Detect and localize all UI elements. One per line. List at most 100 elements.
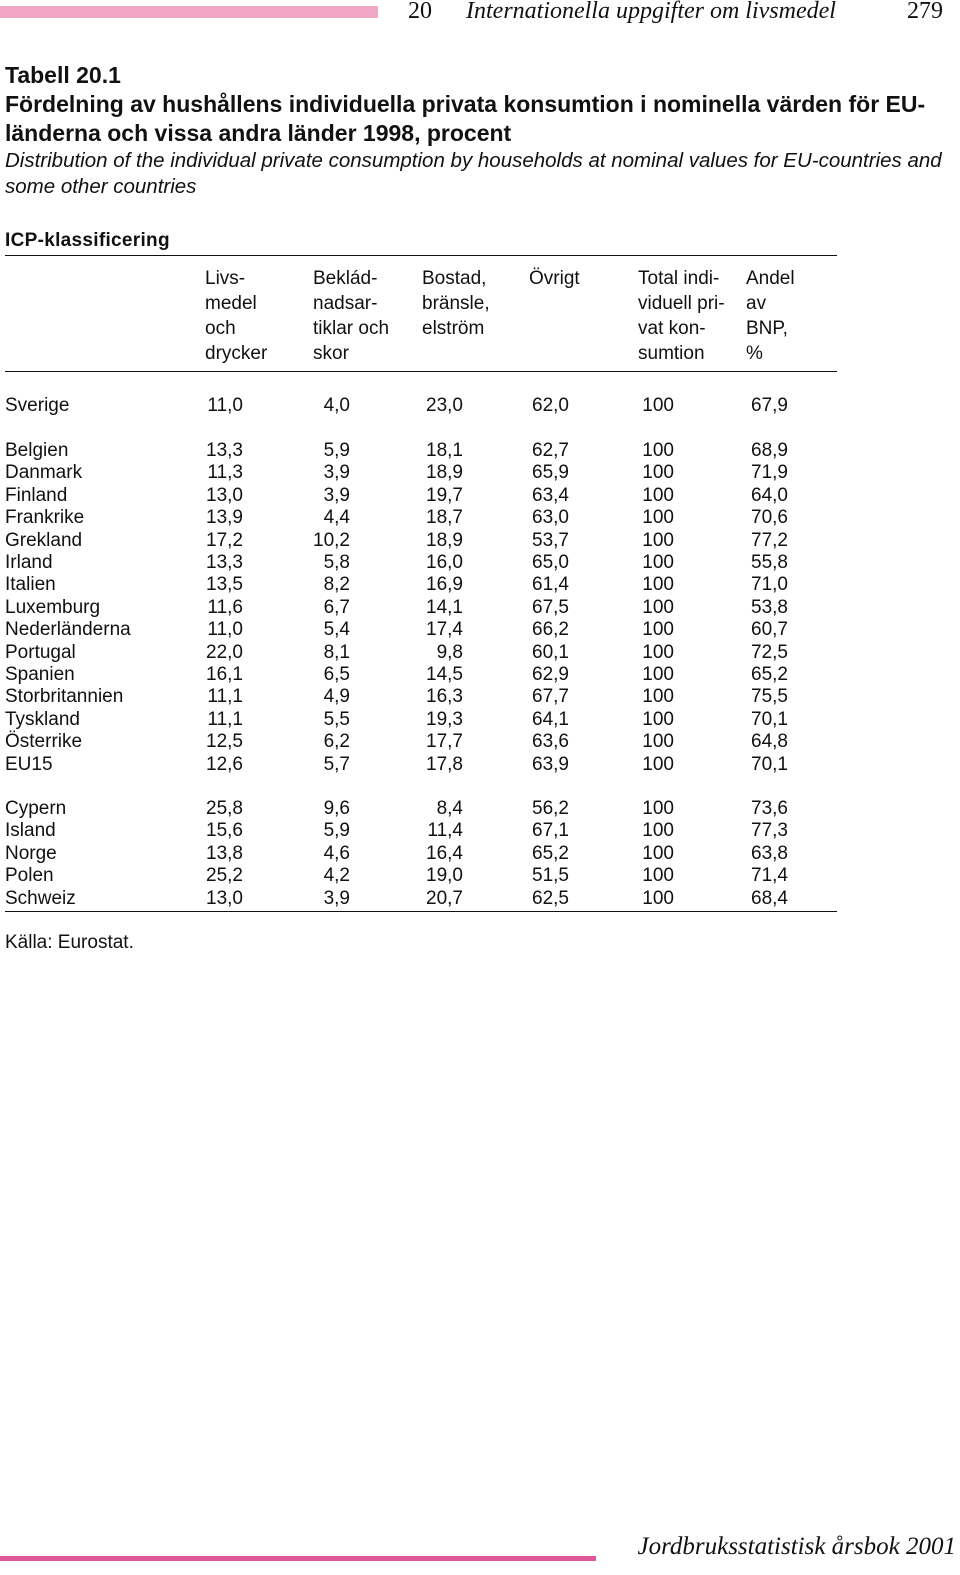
table-number: Tabell 20.1 <box>5 62 121 88</box>
table-title-block: Tabell 20.1 Fördelning av hushållens ind… <box>5 60 955 200</box>
value-cell: 65,2 <box>532 842 569 864</box>
value-cell: 65,2 <box>751 664 788 685</box>
value-cell: 25,2 <box>206 865 243 887</box>
value-cell: 16,4 <box>426 842 463 864</box>
table-row: Finland 13,0 3,9 19,7 63,4 100 64,0 <box>0 485 960 507</box>
value-cell: 100 <box>642 574 674 596</box>
value-cell: 5,7 <box>323 753 350 775</box>
value-cell: 11,1 <box>207 686 243 708</box>
value-cell: 100 <box>642 484 674 506</box>
value-cell: 100 <box>642 507 674 529</box>
value-cell: 20,7 <box>426 887 463 909</box>
country-cell: Frankrike <box>5 507 85 529</box>
value-cell: 10,2 <box>313 529 350 551</box>
value-cell: 72,5 <box>751 641 788 663</box>
value-cell: 100 <box>642 596 674 618</box>
table-row: Irland 13,3 5,8 16,0 65,0 100 55,8 <box>0 552 960 574</box>
value-cell: 3,9 <box>323 484 350 506</box>
value-cell: 13,9 <box>206 507 243 529</box>
value-cell: 51,5 <box>532 865 569 887</box>
value-cell: 9,8 <box>436 641 463 663</box>
value-cell: 18,9 <box>426 529 463 551</box>
table-row: Spanien 16,1 6,5 14,5 62,9 100 65,2 <box>0 664 960 686</box>
value-cell: 100 <box>642 664 674 685</box>
value-cell: 100 <box>642 619 674 641</box>
value-cell: 6,2 <box>323 731 350 753</box>
country-cell: Sverige <box>5 395 70 416</box>
value-cell: 16,3 <box>426 686 463 708</box>
value-cell: 100 <box>642 708 674 730</box>
value-cell: 5,8 <box>323 552 350 573</box>
value-cell: 63,0 <box>532 507 569 529</box>
value-cell: 14,5 <box>426 664 463 685</box>
page-number: 279 <box>907 0 943 24</box>
section-label: ICP-klassificering <box>5 230 170 251</box>
value-cell: 65,9 <box>532 462 569 484</box>
country-cell: Island <box>5 820 56 842</box>
table-title-english: Distribution of the individual private c… <box>5 149 942 198</box>
value-cell: 66,2 <box>532 619 569 641</box>
value-cell: 100 <box>642 552 674 573</box>
value-cell: 19,0 <box>426 865 463 887</box>
value-cell: 13,0 <box>206 887 243 909</box>
value-cell: 100 <box>642 865 674 887</box>
table-row: Sverige 11,0 4,0 23,0 62,0 100 67,9 <box>0 395 960 417</box>
table-row: Norge 13,8 4,6 16,4 65,2 100 63,8 <box>0 843 960 865</box>
value-cell: 68,9 <box>751 440 788 461</box>
table-row: Grekland 17,2 10,2 18,9 53,7 100 77,2 <box>0 530 960 552</box>
value-cell: 65,0 <box>532 552 569 573</box>
value-cell: 61,4 <box>532 574 569 596</box>
table-row: EU15 12,6 5,7 17,8 63,9 100 70,1 <box>0 754 960 776</box>
column-headers: Livs- medel och drycker Beklád- nadsar- … <box>0 266 960 366</box>
value-cell: 4,0 <box>323 395 350 416</box>
value-cell: 25,8 <box>206 798 243 819</box>
value-cell: 64,0 <box>751 484 788 506</box>
value-cell: 4,2 <box>323 865 350 887</box>
chapter-number: 20 <box>408 0 432 24</box>
country-cell: Cypern <box>5 798 67 819</box>
value-cell: 11,0 <box>207 395 243 416</box>
value-cell: 11,6 <box>207 596 243 618</box>
value-cell: 63,8 <box>751 842 788 864</box>
value-cell: 16,9 <box>426 574 463 596</box>
value-cell: 100 <box>642 887 674 909</box>
value-cell: 11,0 <box>207 619 243 641</box>
value-cell: 62,9 <box>532 664 569 685</box>
value-cell: 100 <box>642 395 674 416</box>
value-cell: 9,6 <box>323 798 350 819</box>
value-cell: 70,1 <box>751 708 788 730</box>
country-cell: Luxemburg <box>5 596 101 618</box>
column-header-other: Övrigt <box>529 268 580 289</box>
country-cell: Portugal <box>5 641 76 663</box>
value-cell: 100 <box>642 731 674 753</box>
value-cell: 8,1 <box>323 641 350 663</box>
value-cell: 13,3 <box>206 440 243 461</box>
value-cell: 71,0 <box>751 574 788 596</box>
value-cell: 63,9 <box>532 753 569 775</box>
value-cell: 56,2 <box>532 798 569 819</box>
value-cell: 18,7 <box>426 507 463 529</box>
country-cell: Schweiz <box>5 887 76 909</box>
table-row: Italien 13,5 8,2 16,9 61,4 100 71,0 <box>0 574 960 596</box>
table-row: Österrike 12,5 6,2 17,7 63,6 100 64,8 <box>0 731 960 753</box>
table-row: Frankrike 13,9 4,4 18,7 63,0 100 70,6 <box>0 507 960 529</box>
footer-accent-bar <box>0 1556 596 1561</box>
column-header-housing: Bostad, bränsle, elström <box>422 268 490 339</box>
source-note: Källa: Eurostat. <box>5 932 134 953</box>
value-cell: 8,4 <box>436 798 463 819</box>
value-cell: 19,7 <box>426 484 463 506</box>
value-cell: 100 <box>642 462 674 484</box>
value-cell: 22,0 <box>206 641 243 663</box>
value-cell: 4,4 <box>323 507 350 529</box>
value-cell: 75,5 <box>751 686 788 708</box>
value-cell: 13,8 <box>206 842 243 864</box>
table-title-swedish: Fördelning av hushållens individuella pr… <box>5 91 926 146</box>
value-cell: 64,1 <box>532 708 569 730</box>
value-cell: 100 <box>642 842 674 864</box>
value-cell: 53,7 <box>532 529 569 551</box>
value-cell: 53,8 <box>751 596 788 618</box>
country-cell: Belgien <box>5 440 69 461</box>
table-row: Cypern 25,8 9,6 8,4 56,2 100 73,6 <box>0 798 960 820</box>
value-cell: 100 <box>642 686 674 708</box>
value-cell: 71,4 <box>751 865 788 887</box>
